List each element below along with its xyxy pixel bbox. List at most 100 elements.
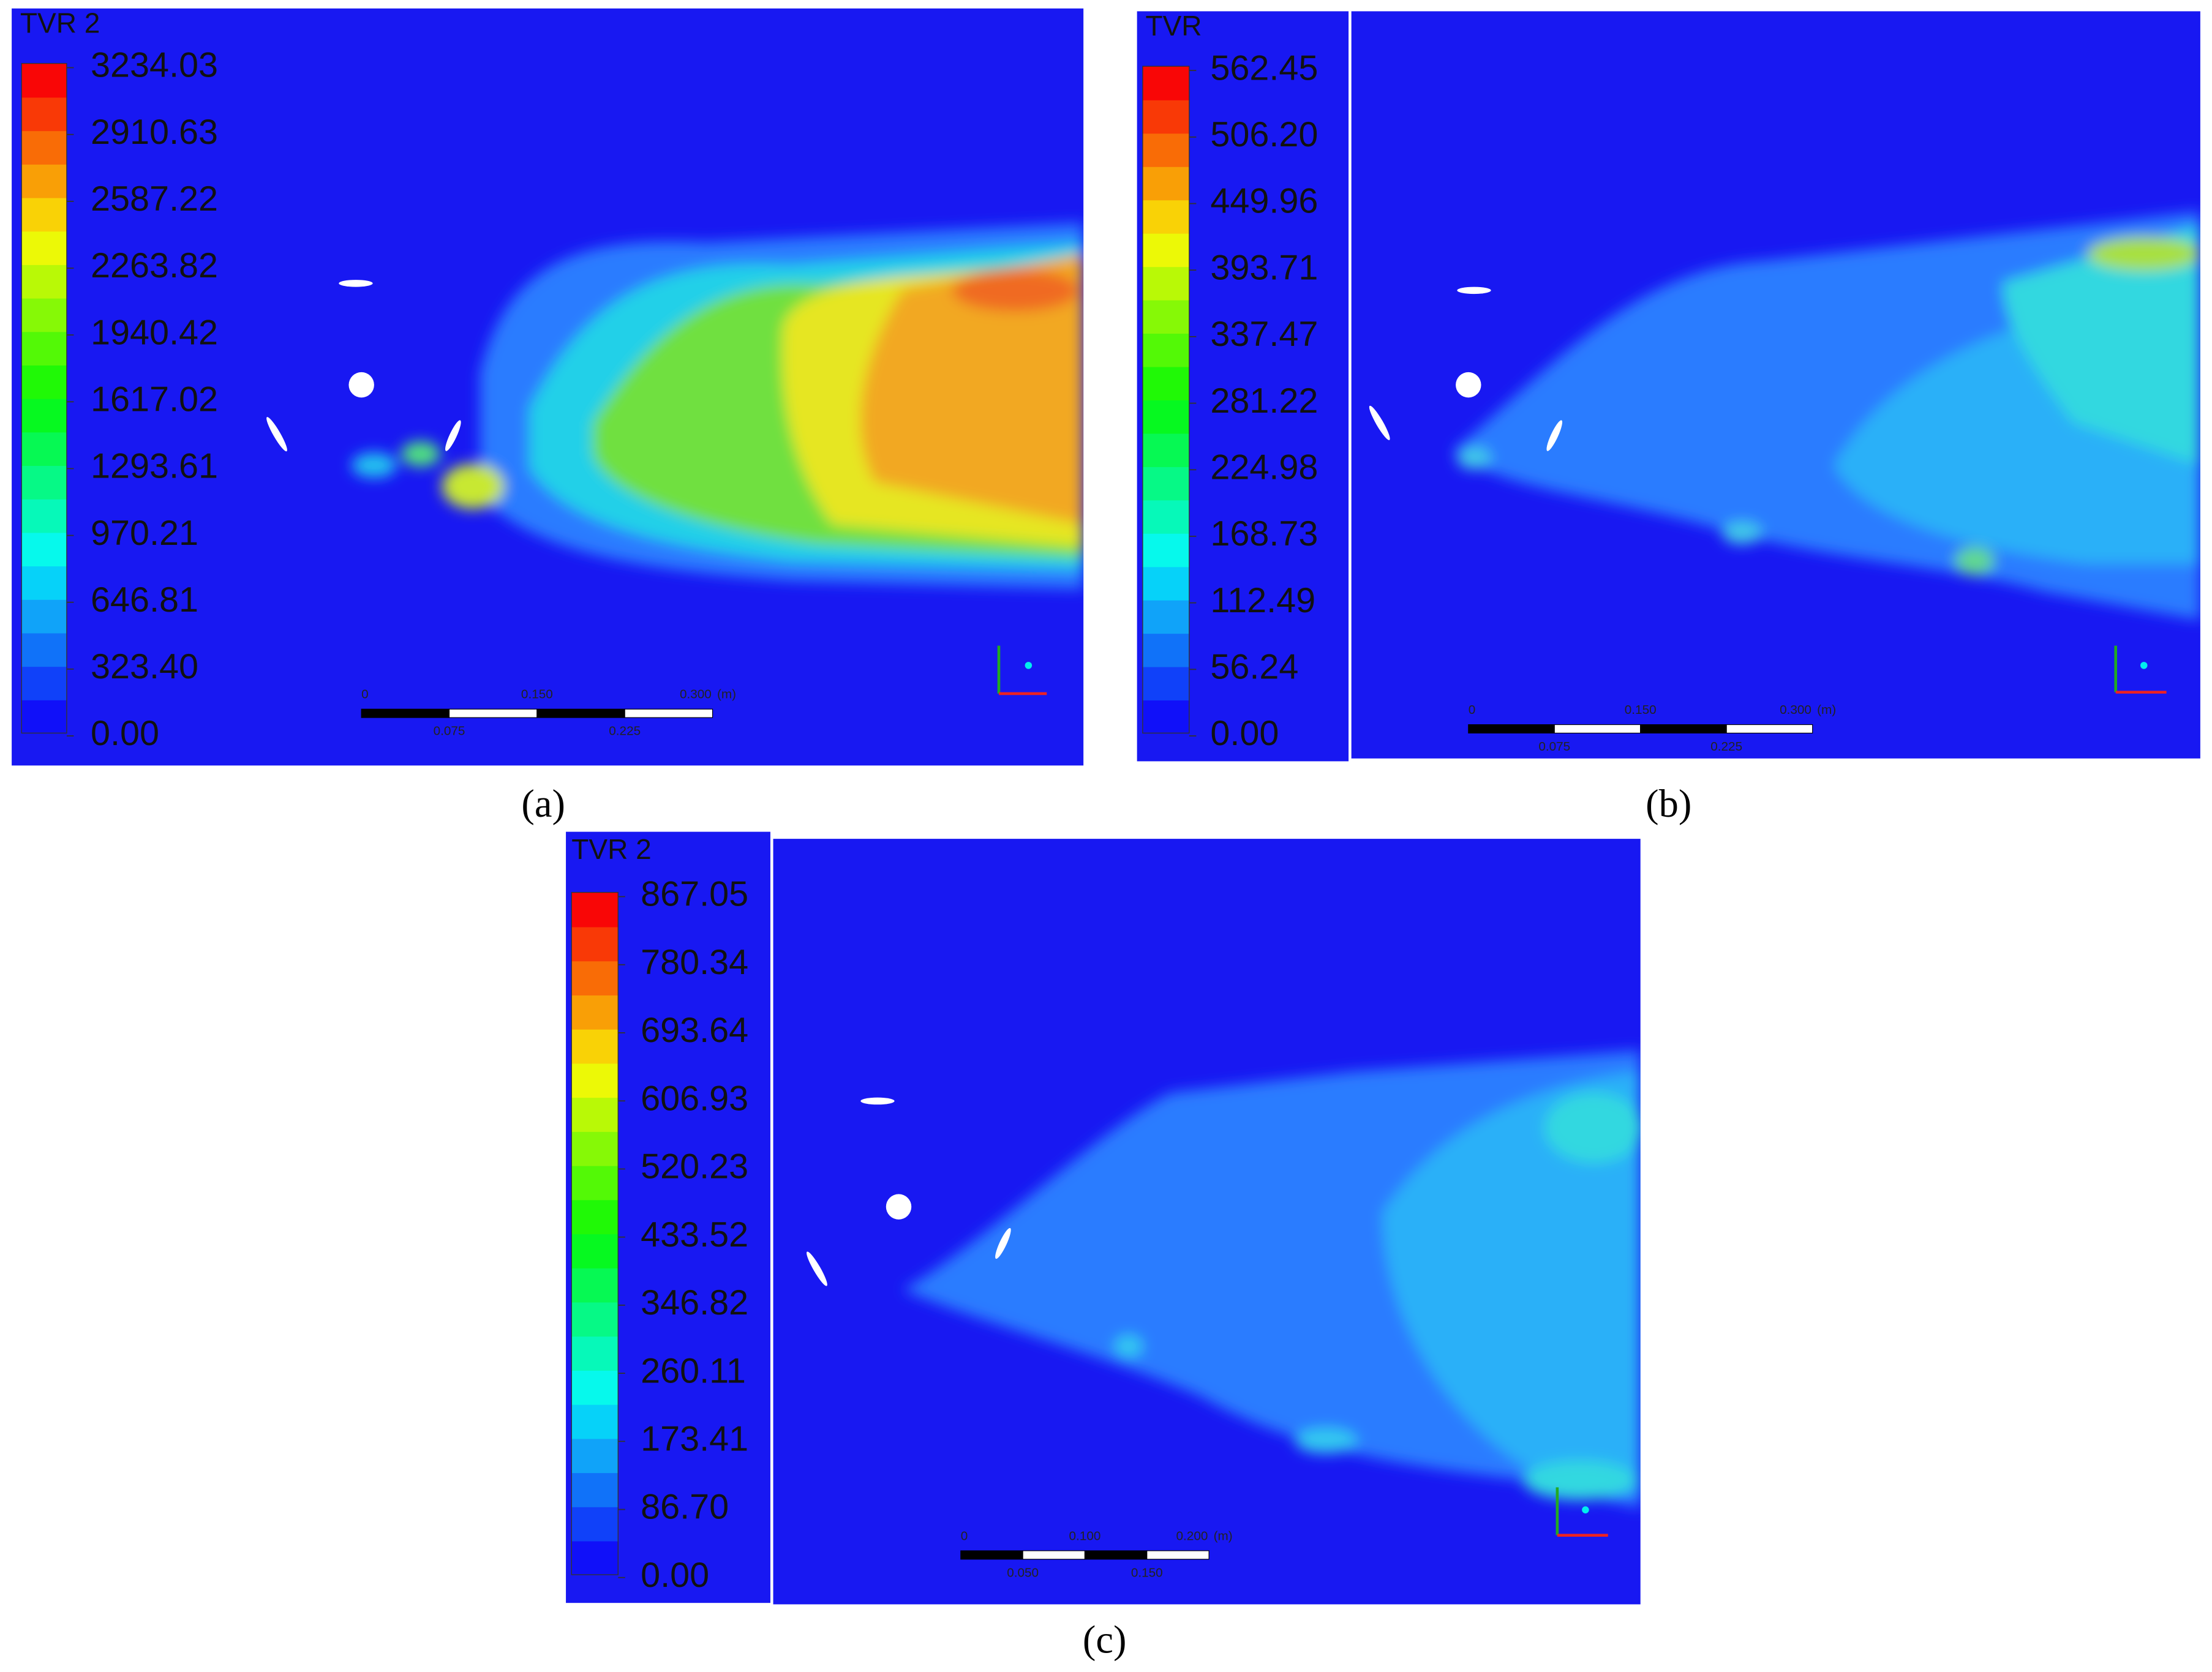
scale-bar-segment <box>1726 724 1813 733</box>
colorbar-band <box>571 1438 619 1474</box>
colorbar-label: 606.93 <box>641 1079 748 1118</box>
colorbar-band <box>571 994 619 1030</box>
colorbar-band <box>21 264 67 299</box>
colorbar-label: 260.11 <box>641 1351 746 1390</box>
colorbar-band <box>571 1063 619 1098</box>
colorbar-label: 970.21 <box>91 514 198 553</box>
colorbar-band <box>571 1165 619 1201</box>
colorbar-band <box>21 699 67 734</box>
colorbar-label: 2910.63 <box>91 113 218 152</box>
scale-bar-label: 0.150 <box>1625 703 1657 717</box>
scale-bar-label: (m) <box>1817 703 1836 717</box>
colorbar-label: 867.05 <box>641 875 748 914</box>
scale-bar-segment <box>1146 1550 1209 1560</box>
colorbar-label: 224.98 <box>1210 448 1318 487</box>
scale-bar-label: 0 <box>961 1529 968 1543</box>
scale-bar-segment <box>1554 724 1641 733</box>
colorbar-band <box>571 961 619 995</box>
scale-bar-label: 0.300 <box>1780 703 1811 717</box>
colorbar-label: 506.20 <box>1210 115 1318 154</box>
colorbar-band <box>21 231 67 265</box>
scale-bar-segment <box>624 708 713 718</box>
scale-bar-label: 0 <box>1469 703 1476 717</box>
colorbar-band <box>571 1029 619 1064</box>
scale-bar-segment <box>1640 724 1727 733</box>
colorbar-band <box>21 498 67 533</box>
colorbar-band <box>1142 166 1189 201</box>
colorbar-band <box>571 926 619 962</box>
scale-bar-label: (m) <box>717 688 736 702</box>
colorbar-label: 86.70 <box>641 1488 729 1527</box>
colorbar-label: 168.73 <box>1210 514 1318 553</box>
colorbar-label: 2587.22 <box>91 179 218 219</box>
colorbar-label: 173.41 <box>641 1419 748 1458</box>
scale-bar-label: 0.150 <box>521 688 553 702</box>
scale-bar-segment <box>448 708 538 718</box>
colorbar-band <box>571 1336 619 1371</box>
panel-caption: (a) <box>521 782 565 825</box>
colorbar-band <box>1142 633 1189 667</box>
scale-bar-label: 0.050 <box>1007 1565 1039 1580</box>
colorbar-band <box>21 565 67 600</box>
colorbar-band <box>571 1233 619 1269</box>
colorbar-band <box>21 298 67 332</box>
colorbar-band <box>21 532 67 567</box>
panel-caption: (c) <box>1083 1618 1127 1662</box>
colorbar-band <box>571 1267 619 1303</box>
scale-bar-label: 0.150 <box>1131 1565 1163 1580</box>
colorbar-band <box>1142 433 1189 467</box>
colorbar-label: 323.40 <box>91 647 198 686</box>
colorbar-label: 1617.02 <box>91 380 218 419</box>
colorbar-label: 112.49 <box>1210 581 1315 620</box>
scale-bar-label: 0.225 <box>609 724 641 738</box>
colorbar-band <box>1142 266 1189 301</box>
scale-bar-segment <box>1084 1550 1148 1560</box>
colorbar-band <box>1142 500 1189 534</box>
colorbar-band <box>21 163 67 198</box>
colorbar-label: 56.24 <box>1210 648 1298 687</box>
colorbar-band <box>571 1131 619 1166</box>
scale-bar-segment <box>1468 724 1555 733</box>
colorbar-band <box>1142 399 1189 434</box>
colorbar-band <box>1142 66 1189 100</box>
colorbar-band <box>1142 366 1189 400</box>
colorbar-band <box>571 1540 619 1576</box>
colorbar-band <box>21 666 67 700</box>
colorbar-label: 346.82 <box>641 1283 748 1322</box>
colorbar-band <box>1142 666 1189 701</box>
scale-bar-label: 0.300 <box>680 688 712 702</box>
contour-field <box>903 1050 1641 1509</box>
colorbar-band <box>1142 533 1189 568</box>
scale-bar-label: 0.200 <box>1176 1529 1208 1543</box>
colorbar-band <box>1142 566 1189 601</box>
colorbar-band <box>571 1370 619 1405</box>
colorbar-band <box>1142 466 1189 501</box>
colorbar-band <box>21 63 67 98</box>
colorbar-band <box>21 97 67 132</box>
colorbar-label: 281.22 <box>1210 381 1318 421</box>
legend-title: TVR 2 <box>20 7 100 39</box>
scale-bar-segment <box>361 708 450 718</box>
geometry <box>266 280 1047 695</box>
colorbar-band <box>21 599 67 634</box>
colorbar-band <box>571 1472 619 1507</box>
colorbar-frame <box>21 62 67 734</box>
scale-bar-label: 0.100 <box>1069 1529 1101 1543</box>
colorbar-band <box>1142 233 1189 268</box>
scale-bar-segment <box>536 708 625 718</box>
colorbar-label: 3234.03 <box>91 46 218 85</box>
colorbar-band <box>1142 599 1189 634</box>
colorbar-band <box>571 1302 619 1337</box>
colorbar-band <box>21 331 67 366</box>
colorbar-band <box>21 465 67 500</box>
colorbar-band <box>1142 133 1189 167</box>
colorbar-label: 693.64 <box>641 1011 748 1050</box>
colorbar-band <box>571 1199 619 1235</box>
colorbar-band <box>1142 699 1189 734</box>
colorbar-band <box>1142 99 1189 134</box>
colorbar-band <box>21 632 67 667</box>
colorbar-label: 1293.61 <box>91 447 218 486</box>
geometry <box>1369 287 2167 694</box>
colorbar-band <box>571 1506 619 1542</box>
